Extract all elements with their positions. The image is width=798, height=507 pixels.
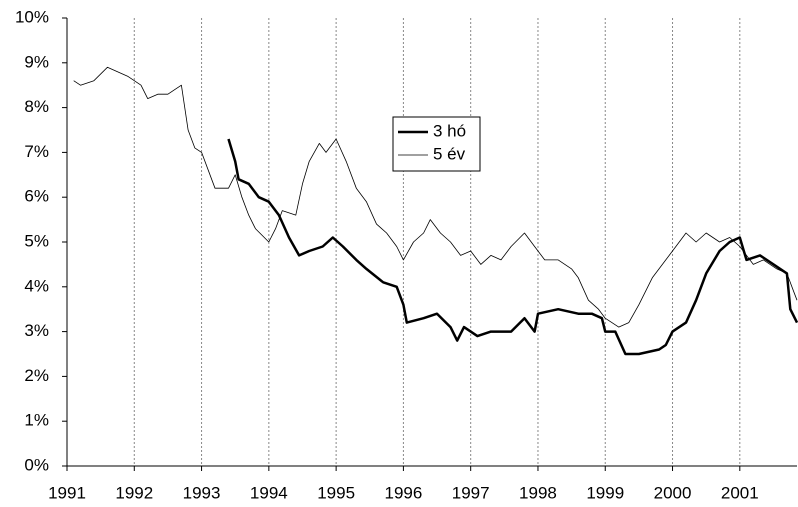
y-tick-label: 5% (24, 231, 49, 250)
x-tick-label: 1999 (586, 483, 624, 502)
x-tick-label: 1995 (317, 483, 355, 502)
legend-label: 3 hó (433, 121, 466, 140)
series-line (73, 66, 798, 328)
x-tick-label: 1997 (452, 483, 490, 502)
y-tick-label: 1% (24, 411, 49, 430)
x-tick-label: 1993 (183, 483, 221, 502)
x-tick-label: 2001 (721, 483, 759, 502)
y-tick-label: 2% (24, 366, 49, 385)
y-tick-label: 8% (24, 97, 49, 116)
y-tick-label: 6% (24, 187, 49, 206)
y-tick-label: 0% (24, 455, 49, 474)
x-tick-label: 2000 (654, 483, 692, 502)
x-tick-label: 1991 (48, 483, 86, 502)
legend-label: 5 év (433, 144, 466, 163)
series-line (227, 138, 798, 356)
y-tick-label: 3% (24, 321, 49, 340)
x-tick-label: 1996 (384, 483, 422, 502)
legend-box (392, 116, 481, 172)
y-tick-label: 4% (24, 276, 49, 295)
x-tick-label: 1994 (250, 483, 288, 502)
x-tick-label: 1992 (115, 483, 153, 502)
y-tick-label: 9% (24, 52, 49, 71)
y-tick-label: 10% (15, 7, 49, 26)
x-tick-label: 1998 (519, 483, 557, 502)
y-tick-label: 7% (24, 142, 49, 161)
